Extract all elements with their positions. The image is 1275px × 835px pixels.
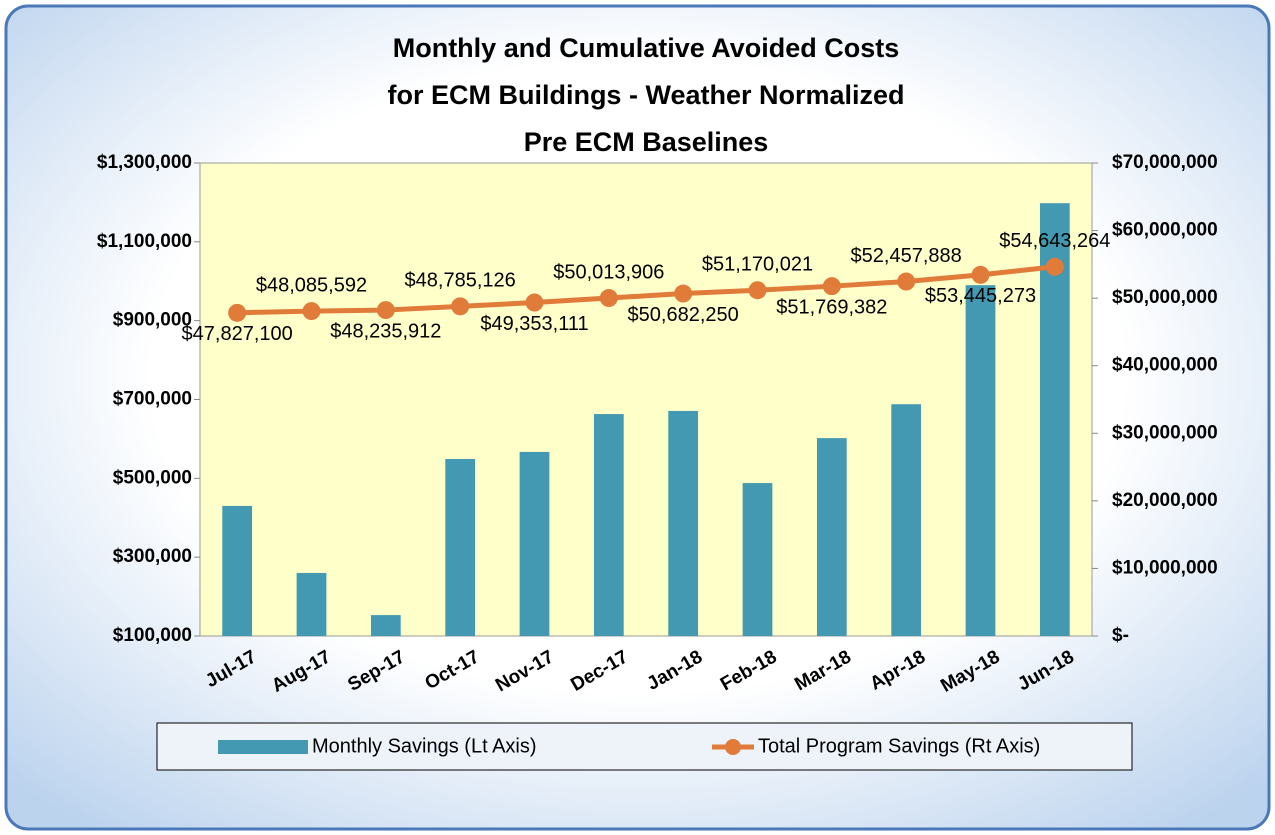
line-marker [525, 293, 544, 312]
data-label: $54,643,264 [999, 230, 1110, 252]
data-label: $50,013,906 [553, 261, 664, 283]
y2-tick-label: $30,000,000 [1112, 422, 1218, 443]
bar [593, 414, 624, 636]
y-tick-label: $100,000 [113, 625, 192, 646]
plot-area [199, 162, 1093, 637]
y2-tick-label: $10,000,000 [1112, 557, 1218, 578]
data-label: $48,085,592 [256, 274, 367, 296]
bar [445, 459, 476, 636]
bar [668, 410, 699, 636]
y-tick-label: $300,000 [113, 546, 192, 567]
line-marker [302, 302, 321, 321]
line-marker [822, 277, 841, 296]
y2-tick-label: $70,000,000 [1112, 152, 1218, 173]
legend-box [156, 722, 1133, 771]
line-marker [599, 289, 618, 308]
data-label: $51,170,021 [702, 254, 813, 276]
data-label: $47,827,100 [182, 323, 293, 345]
data-label: $53,445,273 [925, 285, 1036, 307]
data-label: $49,353,111 [480, 313, 588, 335]
y-tick-label: $500,000 [113, 467, 192, 488]
bar [296, 572, 327, 636]
line-marker [228, 303, 247, 322]
y2-tick-label: $50,000,000 [1112, 287, 1218, 308]
y2-tick-label: $20,000,000 [1112, 490, 1218, 511]
line-marker [451, 297, 470, 316]
data-label: $48,785,126 [405, 270, 516, 292]
line-marker [971, 265, 990, 284]
data-label: $52,457,888 [851, 245, 962, 267]
chart-title: for ECM Buildings - Weather Normalized [387, 80, 904, 110]
data-label: $48,235,912 [330, 320, 441, 342]
chart-title: Monthly and Cumulative Avoided Costs [393, 33, 900, 63]
bar [742, 483, 773, 636]
bar [965, 285, 996, 636]
line-marker [748, 281, 767, 300]
y-tick-label: $1,300,000 [97, 152, 192, 173]
y2-tick-label: $- [1112, 625, 1129, 646]
y2-tick-label: $40,000,000 [1112, 355, 1218, 376]
bar [816, 438, 847, 636]
line-marker [376, 301, 395, 320]
line [237, 264, 1056, 316]
data-label: $50,682,250 [628, 304, 739, 326]
legend-label: Monthly Savings (Lt Axis) [312, 735, 537, 757]
bar [519, 451, 550, 636]
line-marker [1045, 257, 1064, 276]
legend-swatch [218, 740, 308, 754]
chart-title: Pre ECM Baselines [524, 127, 769, 157]
y2-tick-label: $60,000,000 [1112, 220, 1218, 241]
y-tick-label: $700,000 [113, 389, 192, 410]
y-tick-label: $900,000 [113, 310, 192, 331]
bar [222, 505, 253, 636]
bar [370, 615, 401, 636]
data-label: $51,769,382 [776, 296, 887, 318]
line-marker [674, 284, 693, 303]
y-tick-label: $1,100,000 [97, 231, 192, 252]
legend-swatch [725, 739, 741, 755]
bar [891, 404, 922, 636]
legend-label: Total Program Savings (Rt Axis) [758, 735, 1040, 757]
line-marker [897, 272, 916, 291]
